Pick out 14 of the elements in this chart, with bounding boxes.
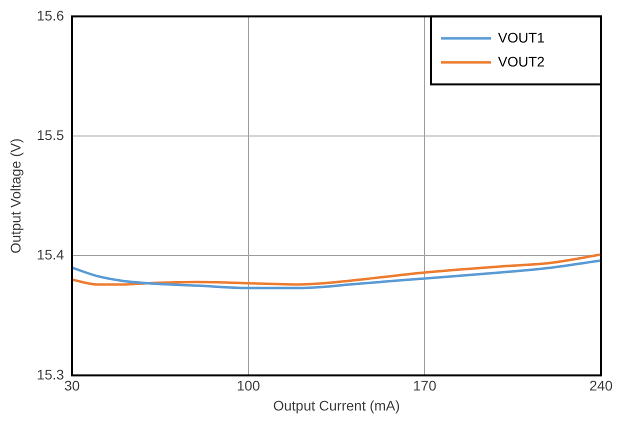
- x-axis-title: Output Current (mA): [273, 397, 400, 414]
- y-tick-label: 15.4: [36, 246, 64, 263]
- x-tick-label: 240: [589, 378, 613, 394]
- legend-label: VOUT1: [498, 29, 545, 46]
- legend-label: VOUT2: [498, 53, 545, 70]
- line-series: [72, 253, 601, 286]
- line-series: [72, 259, 601, 290]
- x-tick-label: 30: [64, 378, 80, 394]
- y-tick-label: 15.5: [36, 126, 64, 143]
- y-axis-title: Output Voltage (V): [7, 138, 24, 254]
- x-tick-label: 170: [413, 378, 437, 394]
- x-tick-label: 100: [236, 378, 260, 394]
- y-tick-label: 15.3: [36, 366, 64, 382]
- y-tick-label: 15.6: [36, 7, 64, 24]
